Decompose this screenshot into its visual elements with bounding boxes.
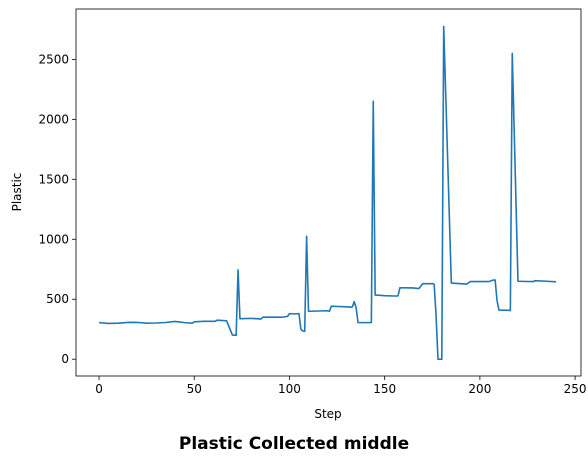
y-tick-label: 2500 [38,52,69,66]
series-line-0 [98,25,557,361]
y-tick-label: 2000 [38,112,69,126]
x-axis-label: Step [314,407,341,421]
y-tick-label: 1000 [38,232,69,246]
x-tick-label: 50 [187,382,202,396]
plot-lines [98,25,557,361]
y-tick-label: 0 [61,352,69,366]
x-tick-label: 100 [278,382,301,396]
y-tick-label: 500 [46,292,69,306]
x-tick-label: 0 [95,382,103,396]
x-tick-label: 250 [564,382,587,396]
x-tick-label: 150 [373,382,396,396]
x-tick-label: 200 [468,382,491,396]
chart-caption: Plastic Collected middle [178,434,410,454]
plot-frame [75,8,582,377]
y-tick-label: 1500 [38,172,69,186]
x-axis-ticks: 0 50 100 150 200 250 [95,376,587,396]
y-axis-label: Plastic [10,173,24,212]
y-axis-ticks: 0 500 1000 1500 2000 2500 [38,52,76,366]
